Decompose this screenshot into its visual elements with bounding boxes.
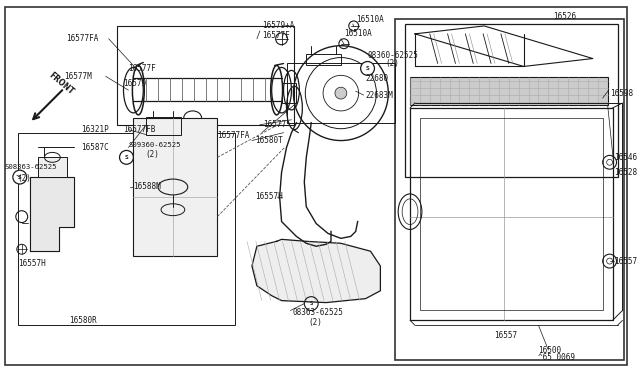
Text: 16577FB: 16577FB	[124, 125, 156, 134]
Text: 16526: 16526	[554, 12, 577, 20]
Text: 16577FA: 16577FA	[218, 131, 250, 140]
Bar	[116, 26, 294, 125]
Text: 16577F: 16577F	[262, 31, 289, 40]
Bar	[38, 157, 67, 177]
Text: 16321P: 16321P	[81, 125, 109, 134]
Text: S08363-62525: S08363-62525	[5, 164, 58, 170]
Text: 16579: 16579	[124, 79, 147, 88]
Bar	[282, 83, 296, 103]
Text: (2): (2)	[18, 174, 31, 183]
Text: (2): (2)	[308, 318, 322, 327]
Text: (2): (2)	[385, 59, 399, 68]
Polygon shape	[29, 177, 74, 251]
Circle shape	[360, 61, 374, 76]
Text: 16557: 16557	[494, 331, 517, 340]
Text: 16588M: 16588M	[133, 183, 161, 192]
Circle shape	[120, 150, 133, 164]
Circle shape	[13, 170, 27, 184]
Text: ^65 0069: ^65 0069	[538, 353, 575, 362]
Bar	[287, 64, 396, 123]
Text: FRONT: FRONT	[47, 70, 76, 96]
Bar	[307, 54, 341, 65]
Text: 16546: 16546	[614, 153, 637, 162]
Text: 16579+A: 16579+A	[262, 22, 294, 31]
Text: S: S	[365, 66, 369, 71]
Circle shape	[335, 87, 347, 99]
Text: S09360-62525: S09360-62525	[129, 141, 181, 148]
Text: 16528: 16528	[614, 168, 637, 177]
Text: 16580T: 16580T	[255, 136, 283, 145]
Text: S: S	[18, 174, 22, 180]
Text: S: S	[125, 155, 129, 160]
Text: 22680: 22680	[365, 74, 388, 83]
Text: 16577F: 16577F	[129, 64, 156, 73]
Text: 16557: 16557	[614, 257, 637, 266]
Text: 16500: 16500	[538, 346, 561, 355]
Text: 16577M: 16577M	[64, 72, 92, 81]
Text: 08363-62525: 08363-62525	[292, 308, 343, 317]
Text: 16580R: 16580R	[69, 316, 97, 325]
Text: 22683M: 22683M	[365, 91, 394, 100]
Text: 16577FA: 16577FA	[66, 34, 99, 43]
Text: (2): (2)	[145, 150, 159, 159]
Bar	[146, 117, 181, 135]
Text: 16557H: 16557H	[255, 192, 283, 201]
Text: S: S	[310, 301, 313, 306]
Bar	[420, 118, 603, 311]
Polygon shape	[252, 239, 380, 302]
Bar	[396, 19, 625, 360]
Bar	[405, 24, 618, 177]
Bar	[18, 133, 235, 325]
Bar	[410, 77, 607, 105]
Bar	[133, 118, 218, 256]
Text: 16510A: 16510A	[344, 29, 372, 38]
Text: 16598: 16598	[611, 89, 634, 97]
Bar	[410, 108, 612, 320]
Text: 16587C: 16587C	[81, 143, 109, 152]
Text: 08360-62525: 08360-62525	[367, 51, 419, 60]
Text: 16557H: 16557H	[18, 259, 45, 267]
Text: 16577: 16577	[263, 120, 286, 129]
Text: 16510A: 16510A	[356, 15, 383, 23]
